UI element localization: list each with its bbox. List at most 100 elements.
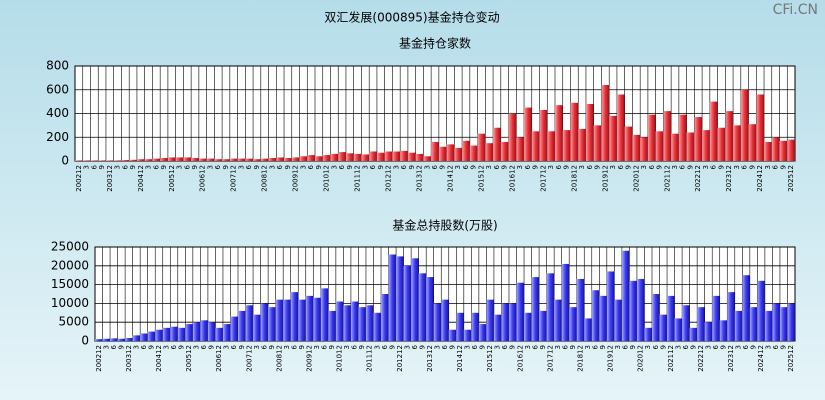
bar (426, 277, 434, 341)
x-tick-label: 3 (343, 345, 351, 349)
bar (353, 153, 362, 161)
bar (284, 158, 292, 161)
x-tick-label: 6 (400, 164, 408, 169)
x-tick-label: 200612 (215, 345, 223, 372)
bar (636, 278, 645, 341)
x-tick-label: 6 (586, 164, 594, 169)
x-tick-label: 200212 (95, 345, 103, 372)
x-tick-label: 202412 (757, 345, 765, 372)
bar (659, 314, 668, 341)
bar (591, 290, 600, 341)
x-tick-label: 3 (614, 345, 622, 349)
x-tick-label: 9 (539, 345, 547, 349)
x-tick-label: 6 (110, 344, 118, 349)
x-tick-label: 3 (423, 165, 431, 169)
bar (136, 159, 145, 161)
x-tick-label: 9 (532, 165, 540, 169)
bar (682, 305, 690, 341)
x-tick-label: 200412 (137, 165, 145, 192)
x-tick-label: 201312 (426, 345, 434, 372)
bar (214, 159, 223, 161)
y-tick-label: 20000 (51, 258, 89, 272)
bar (245, 305, 254, 341)
bar (772, 303, 780, 341)
x-tick-label: 9 (253, 165, 261, 169)
x-tick-label: 201312 (416, 165, 424, 192)
bar (400, 150, 408, 161)
x-tick-label: 3 (433, 345, 441, 349)
x-tick-label: 3 (454, 165, 462, 169)
x-tick-label: 3 (176, 165, 184, 169)
x-tick-label: 6 (431, 164, 439, 169)
bar (478, 324, 487, 341)
x-tick-label: 3 (83, 165, 91, 169)
bar (621, 250, 630, 341)
bar (644, 327, 652, 341)
bar (593, 125, 602, 161)
bar (129, 159, 137, 161)
bar (418, 273, 427, 341)
bar (433, 303, 442, 341)
x-tick-label: 6 (462, 164, 470, 169)
bar (486, 299, 494, 341)
bar (694, 117, 703, 161)
x-tick-label: 3 (516, 165, 524, 169)
bar (546, 273, 555, 341)
bar (125, 337, 133, 341)
x-tick-label: 3 (283, 345, 291, 349)
bar (365, 305, 374, 341)
x-tick-label: 9 (358, 345, 366, 349)
bar (485, 143, 494, 161)
x-tick-label: 6 (351, 344, 359, 349)
x-tick-label: 3 (578, 165, 586, 169)
bar (779, 140, 788, 161)
bar (441, 299, 449, 341)
x-tick-label: 9 (315, 165, 323, 169)
bar (170, 326, 178, 341)
x-tick-label: 9 (178, 345, 186, 349)
bar (734, 310, 743, 341)
bar (155, 329, 163, 341)
x-tick-label: 3 (547, 165, 555, 169)
x-tick-label: 9 (117, 345, 125, 349)
y-tick-label: 0 (61, 154, 69, 168)
x-tick-label: 6 (200, 344, 208, 349)
x-tick-label: 6 (170, 344, 178, 349)
bar (275, 299, 284, 341)
x-tick-label: 6 (152, 164, 160, 169)
x-tick-label: 3 (373, 345, 381, 349)
x-tick-label: 9 (222, 165, 230, 169)
x-tick-label: 6 (648, 164, 656, 169)
x-tick-label: 9 (689, 345, 697, 349)
x-tick-label: 201412 (456, 345, 464, 372)
y-tick-label: 0 (81, 334, 89, 348)
x-tick-label: 9 (563, 165, 571, 169)
x-tick-label: 9 (717, 165, 725, 169)
x-tick-label: 9 (779, 165, 787, 169)
watermark: CFi.CN (773, 2, 818, 18)
bar (454, 147, 463, 161)
bar (569, 307, 577, 341)
bar (640, 137, 648, 161)
x-tick-label: 9 (377, 165, 385, 169)
x-tick-label: 9 (208, 345, 216, 349)
bar (121, 160, 130, 161)
x-tick-label: 6 (307, 164, 315, 169)
x-tick-label: 202112 (667, 345, 675, 372)
bar (655, 131, 664, 161)
bar (733, 125, 741, 161)
bar (291, 157, 300, 161)
bar (599, 295, 607, 341)
x-tick-label: 9 (479, 345, 487, 349)
x-tick-label: 202512 (787, 165, 795, 192)
bar (253, 314, 261, 341)
bar (446, 144, 455, 161)
x-tick-label: 6 (617, 164, 625, 169)
x-tick-label: 9 (686, 165, 694, 169)
x-tick-label: 9 (388, 345, 396, 349)
bar (585, 104, 594, 161)
bar (152, 158, 161, 161)
x-tick-label: 201612 (508, 165, 516, 192)
bar (493, 314, 502, 341)
x-tick-label: 201012 (323, 165, 331, 192)
